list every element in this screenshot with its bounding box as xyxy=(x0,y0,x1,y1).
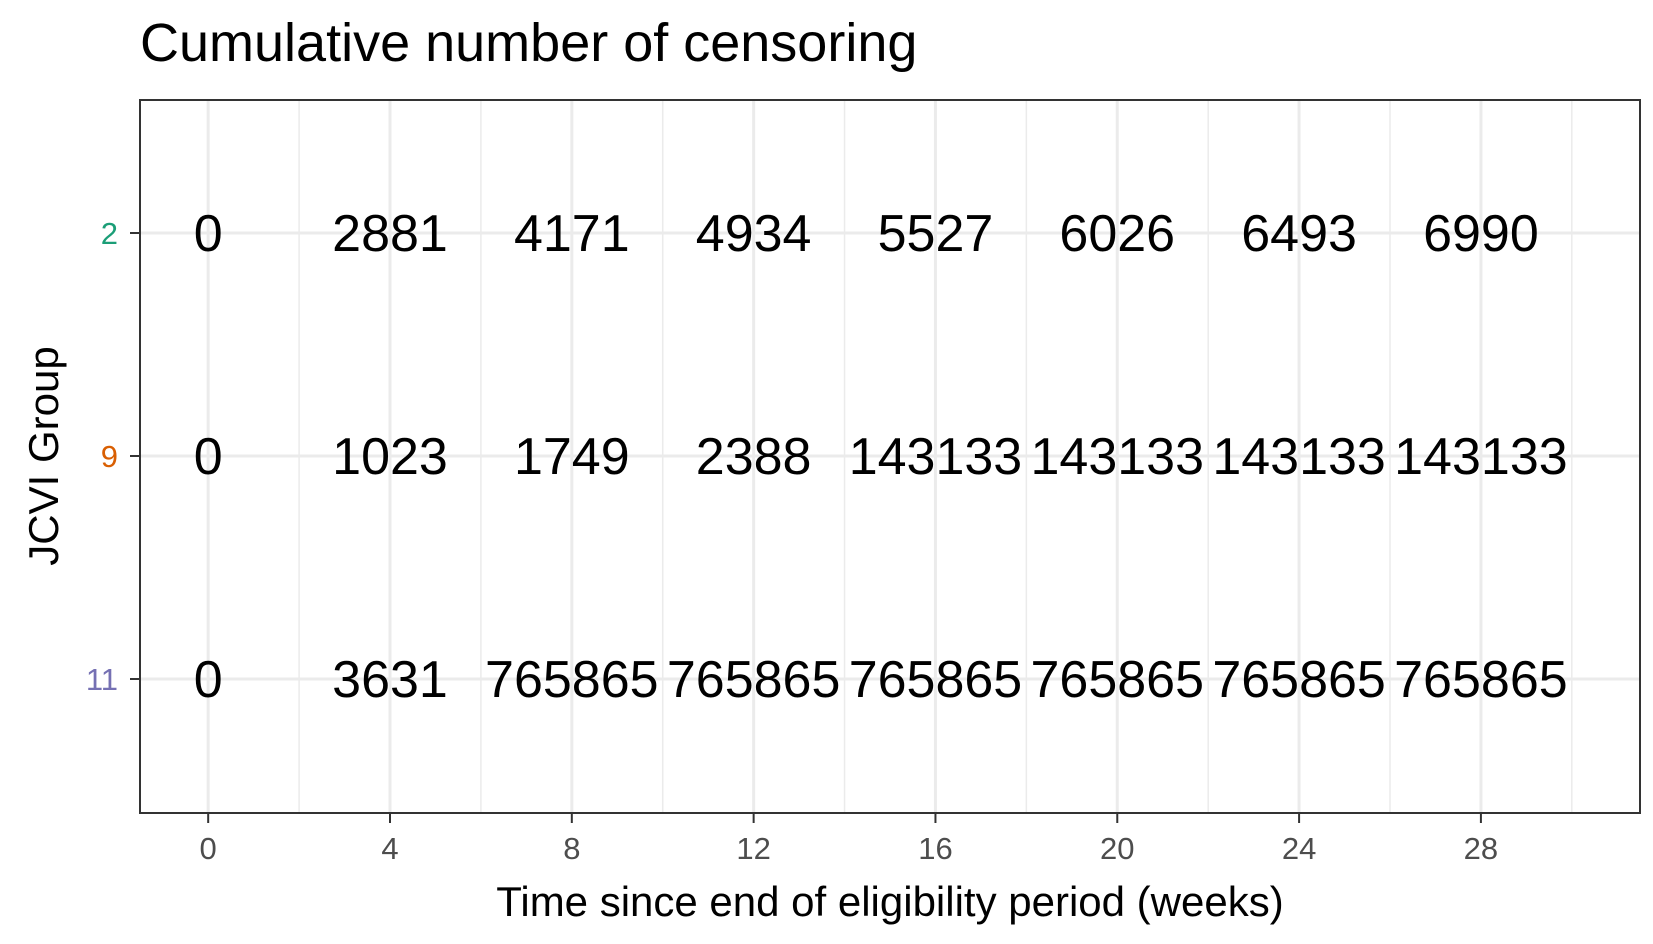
x-tick-label: 16 xyxy=(918,831,952,866)
table-cell: 6026 xyxy=(1059,205,1175,263)
table-cell: 143133 xyxy=(1394,428,1568,486)
chart-title: Cumulative number of censoring xyxy=(140,13,918,73)
x-tick-label: 4 xyxy=(381,831,398,866)
x-tick-label: 24 xyxy=(1282,831,1316,866)
table-cell: 2388 xyxy=(696,428,812,486)
table-cell: 2881 xyxy=(332,205,448,263)
x-tick-label: 8 xyxy=(563,831,580,866)
table-cell: 6493 xyxy=(1241,205,1357,263)
table-cell: 143133 xyxy=(1031,428,1205,486)
x-axis-title: Time since end of eligibility period (we… xyxy=(496,878,1283,925)
y-tick-label: 2 xyxy=(101,216,118,251)
x-tick-label: 0 xyxy=(200,831,217,866)
table-cell: 1749 xyxy=(514,428,630,486)
table-cell: 765865 xyxy=(1212,651,1386,709)
table-cell: 1023 xyxy=(332,428,448,486)
table-cell: 765865 xyxy=(1031,651,1205,709)
y-axis: 2 9 11 xyxy=(86,216,140,697)
table-cell: 143133 xyxy=(849,428,1023,486)
x-axis: 0 4 8 12 16 20 24 28 xyxy=(200,813,1498,866)
table-cell: 5527 xyxy=(878,205,994,263)
y-tick-label: 11 xyxy=(86,662,118,697)
table-cell: 143133 xyxy=(1212,428,1386,486)
table-cell: 765865 xyxy=(667,651,841,709)
x-tick-label: 12 xyxy=(736,831,770,866)
table-cell: 4934 xyxy=(696,205,812,263)
table-cell: 765865 xyxy=(485,651,659,709)
y-axis-title: JCVI Group xyxy=(20,346,67,565)
y-tick-label: 9 xyxy=(101,439,118,474)
table-cell: 0 xyxy=(194,428,223,486)
table-cells: 0 2881 4171 4934 5527 6026 6493 6990 0 1023 1749 23… xyxy=(194,205,1568,709)
x-tick-label: 28 xyxy=(1464,831,1498,866)
table-cell: 3631 xyxy=(332,651,448,709)
x-tick-label: 20 xyxy=(1100,831,1134,866)
table-cell: 4171 xyxy=(514,205,630,263)
table-cell: 765865 xyxy=(1394,651,1568,709)
table-cell: 765865 xyxy=(849,651,1023,709)
table-cell: 0 xyxy=(194,205,223,263)
table-cell: 6990 xyxy=(1423,205,1539,263)
grid-lines xyxy=(140,100,1640,813)
table-cell: 0 xyxy=(194,651,223,709)
